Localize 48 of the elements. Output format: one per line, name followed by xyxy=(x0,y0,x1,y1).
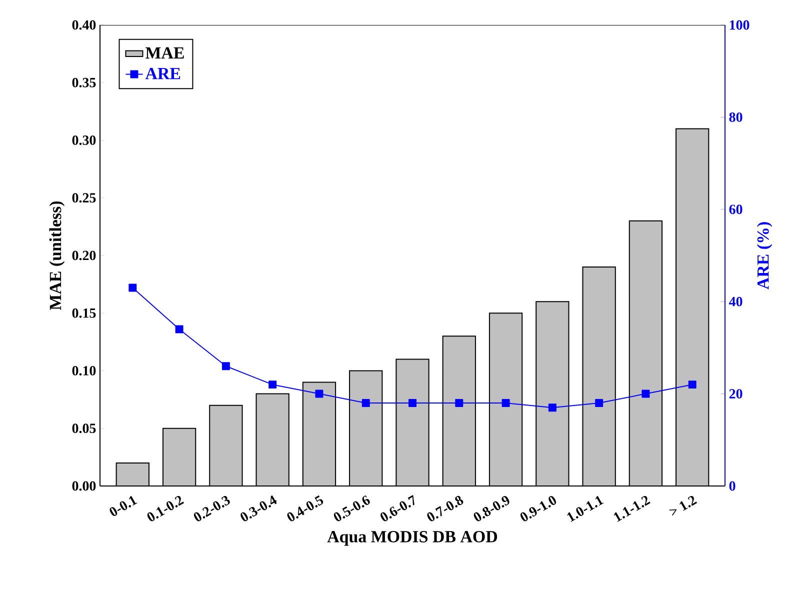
x-tick-label: > 1.2 xyxy=(669,496,698,516)
point xyxy=(128,284,137,292)
y2-axis-title: ARE (%) xyxy=(756,222,772,290)
legend-label: ARE xyxy=(145,68,180,80)
bar xyxy=(162,428,196,486)
point xyxy=(688,380,696,389)
bar xyxy=(350,370,382,486)
y-tick-label: 0.10 xyxy=(72,366,96,376)
bar xyxy=(396,359,429,486)
bar xyxy=(536,302,569,486)
y-tick-label: 0.15 xyxy=(72,308,96,318)
point xyxy=(502,399,510,408)
bar xyxy=(582,267,616,486)
y-tick-label: 0.00 xyxy=(72,481,96,491)
bar xyxy=(302,382,336,486)
y-axis-title: MAE (unitless) xyxy=(49,201,65,310)
y-tick-label: 0.30 xyxy=(72,136,96,145)
legend-label: MAE xyxy=(146,47,184,58)
bar xyxy=(489,313,522,486)
point xyxy=(175,325,184,334)
y-tick-label: 0.05 xyxy=(72,424,96,434)
y2-tick-label: 20 xyxy=(729,389,742,399)
y-tick-label: 0.35 xyxy=(72,78,96,88)
point xyxy=(548,404,556,412)
y-tick-label: 0.20 xyxy=(72,250,96,260)
bar xyxy=(116,462,149,486)
bar xyxy=(676,128,710,486)
bar xyxy=(442,336,476,486)
point xyxy=(362,399,370,408)
y2-tick-label: 40 xyxy=(729,296,742,306)
point xyxy=(268,380,277,389)
y2-tick-label: 0 xyxy=(729,481,736,491)
point xyxy=(222,362,230,370)
y-tick-label: 0.25 xyxy=(72,193,96,203)
y2-tick-label: 80 xyxy=(729,112,742,122)
bar xyxy=(256,394,289,486)
point xyxy=(455,399,464,408)
y2-tick-label: 100 xyxy=(730,20,750,30)
y2-tick-label: 60 xyxy=(729,204,742,214)
bar xyxy=(210,405,242,486)
point xyxy=(315,390,324,398)
x-tick-label: 0-0.1 xyxy=(110,496,138,516)
point xyxy=(408,399,416,408)
point xyxy=(642,390,650,398)
point xyxy=(595,399,604,408)
y-tick-label: 0.40 xyxy=(72,20,96,30)
x-axis-title: Aqua MODIS DB AOD xyxy=(327,530,498,546)
bar xyxy=(629,220,662,486)
